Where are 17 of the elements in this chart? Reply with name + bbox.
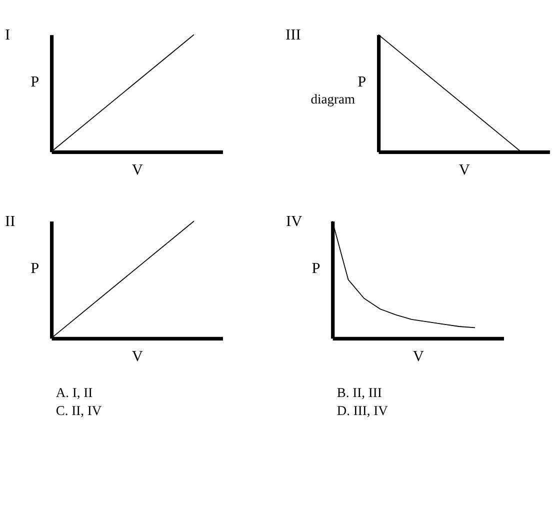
x-axis-title: V [458,162,470,179]
text: A. I, II [56,384,94,400]
x-axis-title: V [132,162,143,179]
text: D. III, IV [336,402,388,418]
annotation: diagram [310,92,356,107]
chart-title: II [4,213,16,230]
text: B. II, III [336,384,382,400]
text: C. II, IV [56,402,102,418]
y-axis-title: P [312,260,320,277]
x-axis-title: V [412,348,424,366]
y-axis-title: P [358,73,366,90]
chart-title: III [286,26,301,44]
y-axis-title: P [30,73,40,90]
y-axis-title: P [30,260,40,277]
chart-title: I [4,26,10,44]
x-axis-title: V [132,348,143,366]
chart-title: IV [286,213,302,230]
